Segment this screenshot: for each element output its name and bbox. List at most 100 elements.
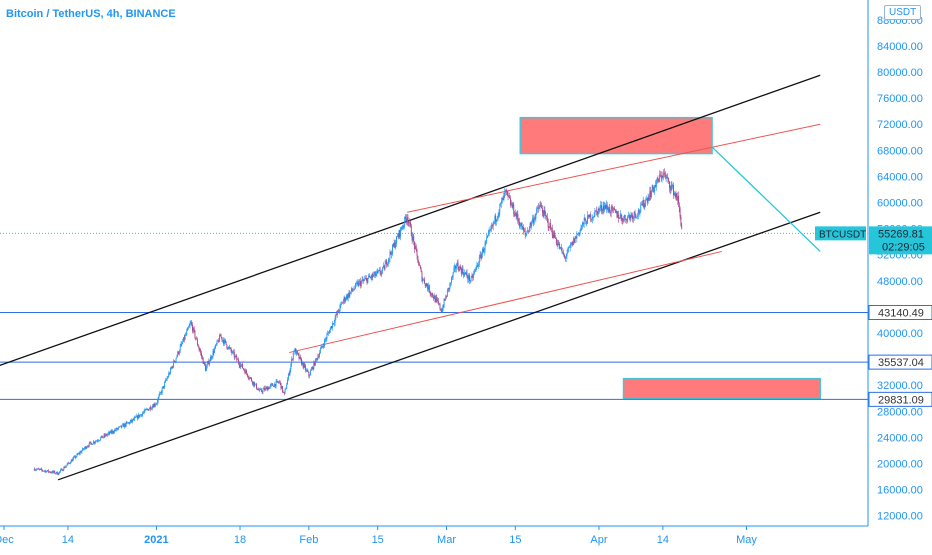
candle-body [155, 403, 157, 405]
candle-body [572, 241, 574, 245]
candle-body [664, 173, 666, 178]
candle-body [500, 203, 502, 205]
candle-body [285, 388, 287, 390]
candle-body [124, 423, 126, 427]
x-tick-label: 15 [372, 534, 384, 546]
candle-body [169, 373, 170, 375]
candle-body [276, 380, 278, 382]
candle-body [192, 324, 193, 332]
candle-body [659, 174, 661, 182]
candle-body [372, 274, 374, 277]
candle-body [266, 387, 268, 391]
candle-body [243, 369, 245, 371]
candle-body [541, 205, 543, 209]
candle-body [334, 317, 336, 323]
candle-body [124, 423, 125, 428]
candle-body [136, 415, 138, 418]
candle-body [455, 265, 457, 269]
candle-body [468, 275, 470, 280]
candle-body [209, 361, 211, 365]
candle-body [483, 249, 485, 253]
candle-body [614, 210, 616, 213]
candle-body [66, 464, 68, 466]
candle-body [42, 470, 44, 472]
candle-body [448, 287, 450, 289]
candle-body [482, 248, 484, 254]
candle-body [59, 471, 61, 473]
candle-body [633, 211, 635, 217]
candle-body [249, 377, 251, 379]
candle-body [558, 243, 560, 245]
projection-connector[interactable] [711, 146, 821, 252]
candle-body [674, 193, 676, 194]
candle-body [384, 263, 386, 270]
candle-body [571, 241, 573, 245]
candle-body [318, 356, 320, 358]
currency-badge[interactable]: USDT [884, 5, 922, 20]
candle-body [100, 437, 102, 440]
candle-body [128, 422, 130, 424]
candle-body [417, 255, 419, 263]
candle-body [444, 299, 446, 301]
candle-body [656, 178, 658, 183]
candle-body [39, 469, 41, 470]
candle-body [395, 243, 397, 248]
candle-body [300, 356, 302, 359]
black-trendline[interactable] [0, 74, 821, 366]
candle-body [233, 352, 235, 358]
candle-body [668, 181, 670, 188]
candle-body [323, 345, 325, 347]
candle-body [328, 332, 330, 334]
candle-body [353, 289, 355, 291]
red-trendline[interactable] [289, 250, 722, 354]
candle-body [80, 451, 82, 453]
candle-body [126, 422, 128, 424]
red-trendline[interactable] [407, 123, 821, 213]
candle-body [104, 434, 106, 437]
candle-body [253, 381, 255, 386]
candle-body [219, 335, 220, 342]
candle-body [594, 210, 596, 217]
candle-body [156, 402, 158, 404]
candle-body [43, 470, 45, 472]
candle-body [332, 323, 334, 328]
candle-body [181, 343, 183, 345]
y-tick-label: 16000.00 [877, 485, 923, 497]
candle-body [251, 381, 253, 384]
candle-body [327, 333, 329, 335]
candle-body [151, 406, 153, 409]
candle-body [493, 221, 495, 223]
candle-body [53, 471, 55, 473]
candle-body [519, 221, 520, 227]
y-tick-label: 40000.00 [877, 328, 923, 340]
candle-body [217, 340, 219, 342]
candle-body [597, 208, 599, 215]
candle-body [588, 214, 590, 218]
candle-body [602, 205, 604, 211]
candle-body [236, 355, 238, 360]
candle-body [644, 204, 646, 208]
candle-body [623, 218, 624, 222]
candle-body [654, 185, 656, 192]
candle-body [568, 247, 570, 249]
candle-body [524, 231, 526, 235]
candle-body [606, 204, 608, 209]
candle-body [105, 434, 107, 437]
black-trendline[interactable] [57, 211, 821, 481]
x-tick-label: Dec [0, 534, 14, 546]
candle-body [422, 279, 424, 282]
candle-body [618, 218, 620, 219]
candle-body [108, 432, 110, 434]
candle-body [122, 424, 124, 426]
candle-body [434, 295, 436, 303]
candle-body [333, 322, 335, 324]
candle-body [542, 212, 544, 217]
candle-body [360, 281, 362, 286]
candle-body [435, 297, 437, 303]
candle-body [119, 425, 121, 427]
symbol-tag[interactable] [815, 226, 866, 241]
candle-body [231, 351, 233, 353]
demand-zone[interactable] [622, 377, 821, 399]
